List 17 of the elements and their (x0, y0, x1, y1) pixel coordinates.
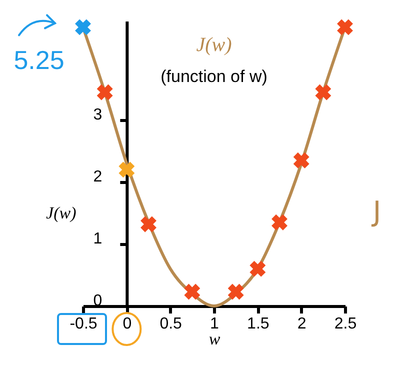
x-tick-label: 2 (297, 316, 306, 332)
text: J(w) (196, 34, 232, 56)
y-tick-label: 0 (93, 292, 102, 310)
text: (function of w) (160, 67, 268, 86)
x-tick-label: 1 (210, 316, 220, 332)
x-tick-label: 2.5 (334, 316, 357, 332)
y-tick-label: 1 (93, 230, 102, 248)
annotation: 5.25 (14, 45, 64, 76)
x-axis-title: w (208, 330, 221, 348)
x-tick-label: 0 (122, 316, 132, 332)
text: J (370, 195, 382, 228)
x-tick-label: 0.5 (160, 316, 182, 332)
y-tick-label: 3 (93, 106, 102, 124)
y-axis-title: J(w) (46, 204, 77, 222)
x-tick-label: 1.5 (247, 316, 270, 332)
x-tick-label: -0.5 (70, 316, 98, 332)
y-tick-label: 2 (93, 168, 102, 186)
